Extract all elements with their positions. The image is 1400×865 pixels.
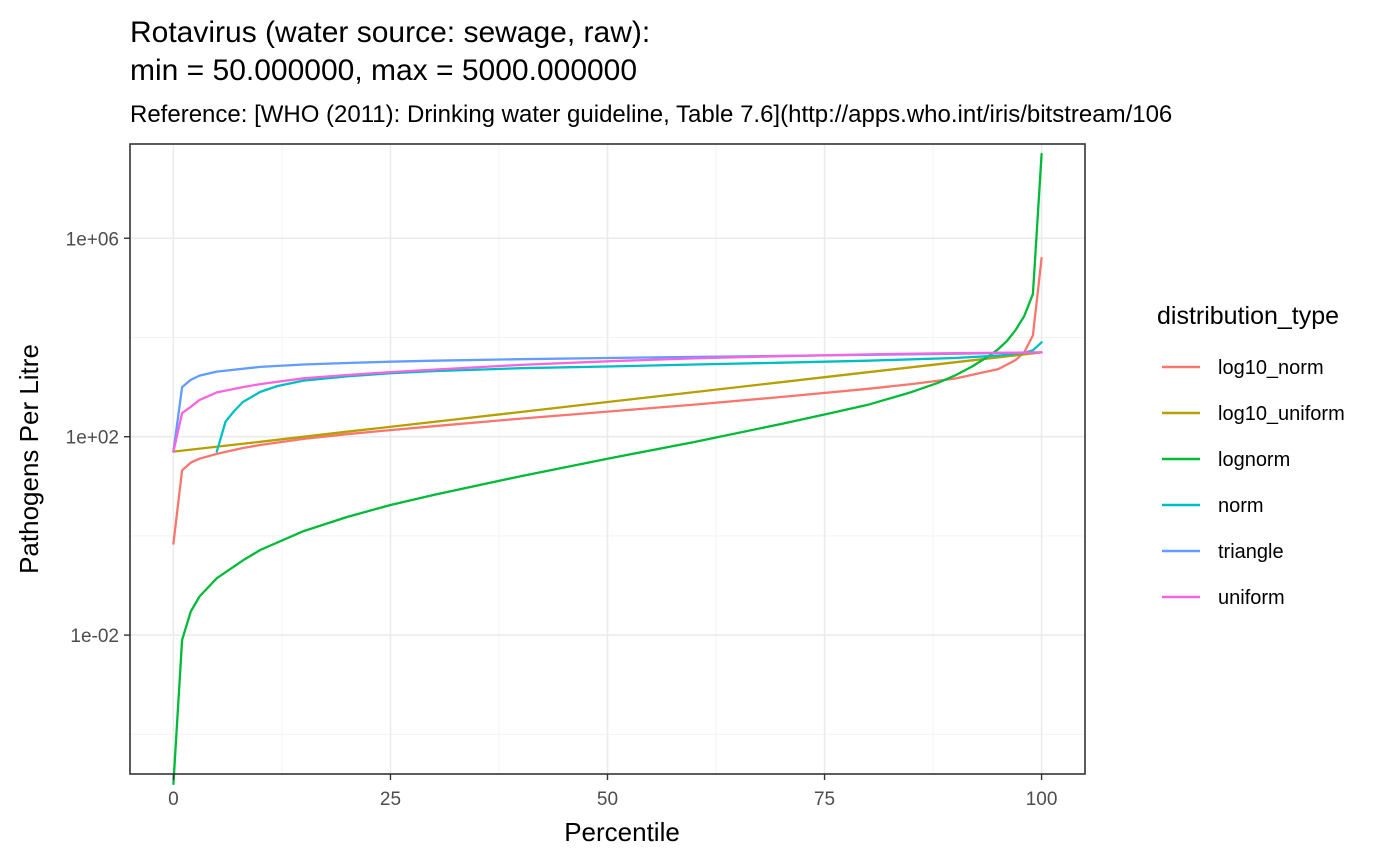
legend-label-triangle: triangle xyxy=(1218,541,1284,563)
y-axis-title: Pathogens Per Litre xyxy=(14,344,44,574)
legend-label-uniform: uniform xyxy=(1218,587,1285,609)
legend-label-norm: norm xyxy=(1218,495,1264,517)
chart-subtitle: Reference: [WHO (2011): Drinking water g… xyxy=(130,101,1172,128)
legend-label-log10-uniform: log10_uniform xyxy=(1218,403,1345,425)
y-tick-label: 1e+02 xyxy=(66,428,119,449)
grid xyxy=(130,144,1085,774)
x-tick-label: 100 xyxy=(1026,789,1058,810)
x-tick-label: 0 xyxy=(168,789,179,810)
legend-label-log10-norm: log10_norm xyxy=(1218,357,1324,379)
x-tick-label: 50 xyxy=(597,789,618,810)
y-tick-label: 1e-02 xyxy=(70,626,119,647)
legend: distribution_type log10_norm log10_unifor… xyxy=(1157,302,1345,609)
series-line-uniform xyxy=(172,351,1043,453)
x-tick-label: 75 xyxy=(814,789,835,810)
chart-title-line1: Rotavirus (water source: sewage, raw): xyxy=(130,16,650,49)
series-line-norm xyxy=(215,341,1043,453)
axes: 0 25 50 75 100 1e-02 1e+02 1e+06 xyxy=(66,229,1058,810)
series-line-log10-uniform xyxy=(172,351,1043,453)
y-tick-label: 1e+06 xyxy=(66,229,119,250)
series-line-log10-norm xyxy=(172,256,1043,545)
chart-title-line2: min = 50.000000, max = 5000.000000 xyxy=(130,54,637,87)
x-axis-title: Percentile xyxy=(564,817,680,847)
legend-title: distribution_type xyxy=(1157,302,1339,330)
series-group xyxy=(172,152,1043,786)
series-line-lognorm xyxy=(172,152,1043,786)
legend-label-lognorm: lognorm xyxy=(1218,449,1290,471)
x-tick-label: 25 xyxy=(380,789,401,810)
